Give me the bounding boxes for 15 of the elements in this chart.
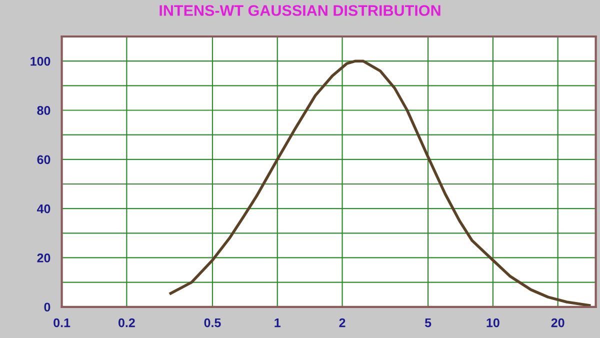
y-tick-label: 20: [37, 254, 50, 262]
x-tick-label: 0.5: [204, 318, 221, 328]
y-tick-label: 40: [36, 204, 50, 214]
x-tick-label: 0.2: [118, 318, 135, 328]
x-tick-label: 10: [486, 318, 500, 328]
y-tick-label: 0: [44, 302, 50, 312]
x-tick-label: 20: [551, 318, 564, 328]
x-tick-label: 0.1: [54, 318, 70, 328]
chart-title: INTENS-WT GAUSSIAN DISTRIBUTION: [160, 5, 440, 16]
x-tick-label: 1: [274, 318, 280, 328]
y-tick-label: 60: [37, 155, 50, 164]
x-tick-label: 5: [424, 318, 432, 328]
x-tick-label: 2: [339, 318, 346, 328]
y-tick-label: 100: [30, 56, 50, 66]
y-tick-label: 80: [37, 106, 50, 115]
